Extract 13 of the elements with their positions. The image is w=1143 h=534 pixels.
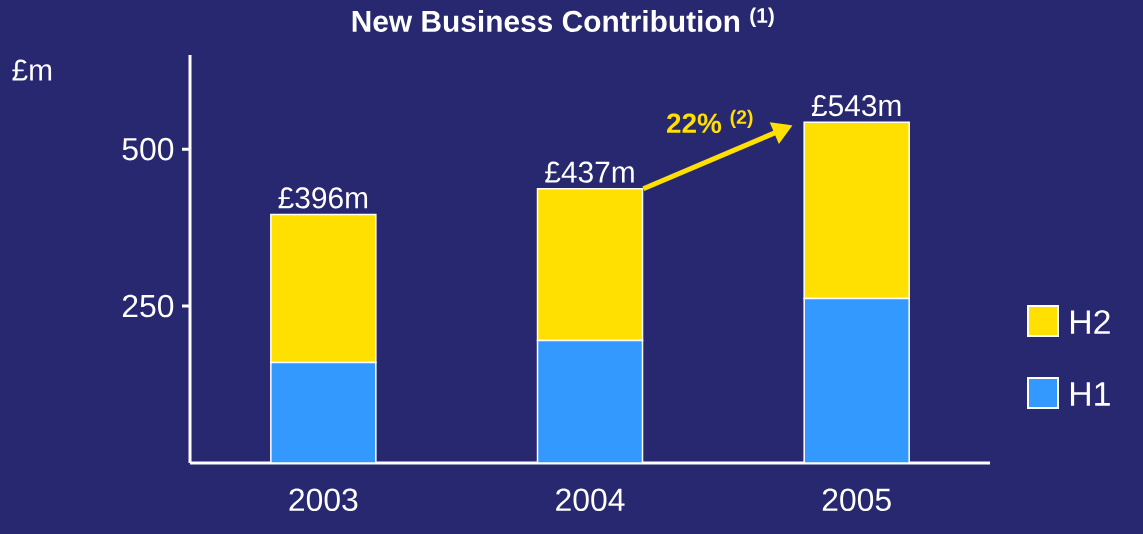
x-tick-label: 2005 bbox=[822, 488, 891, 512]
legend-label: H1 bbox=[1070, 382, 1110, 406]
y-tick-label: 250 bbox=[122, 294, 174, 318]
total-label: £437m bbox=[545, 161, 634, 183]
y-axis-title: £m bbox=[12, 59, 52, 81]
total-label: £543m bbox=[811, 95, 901, 117]
y-tick-label: 500 bbox=[122, 137, 174, 161]
x-tick-label: 2003 bbox=[289, 488, 358, 512]
chart-title: New Business Contribution $^{(1)}$ bbox=[352, 7, 774, 32]
total-label: £396m bbox=[278, 187, 368, 209]
annotation: 22% $^{(2)}$ bbox=[667, 109, 753, 134]
legend-label: H2 bbox=[1070, 310, 1110, 334]
x-tick-label: 2004 bbox=[556, 488, 625, 512]
